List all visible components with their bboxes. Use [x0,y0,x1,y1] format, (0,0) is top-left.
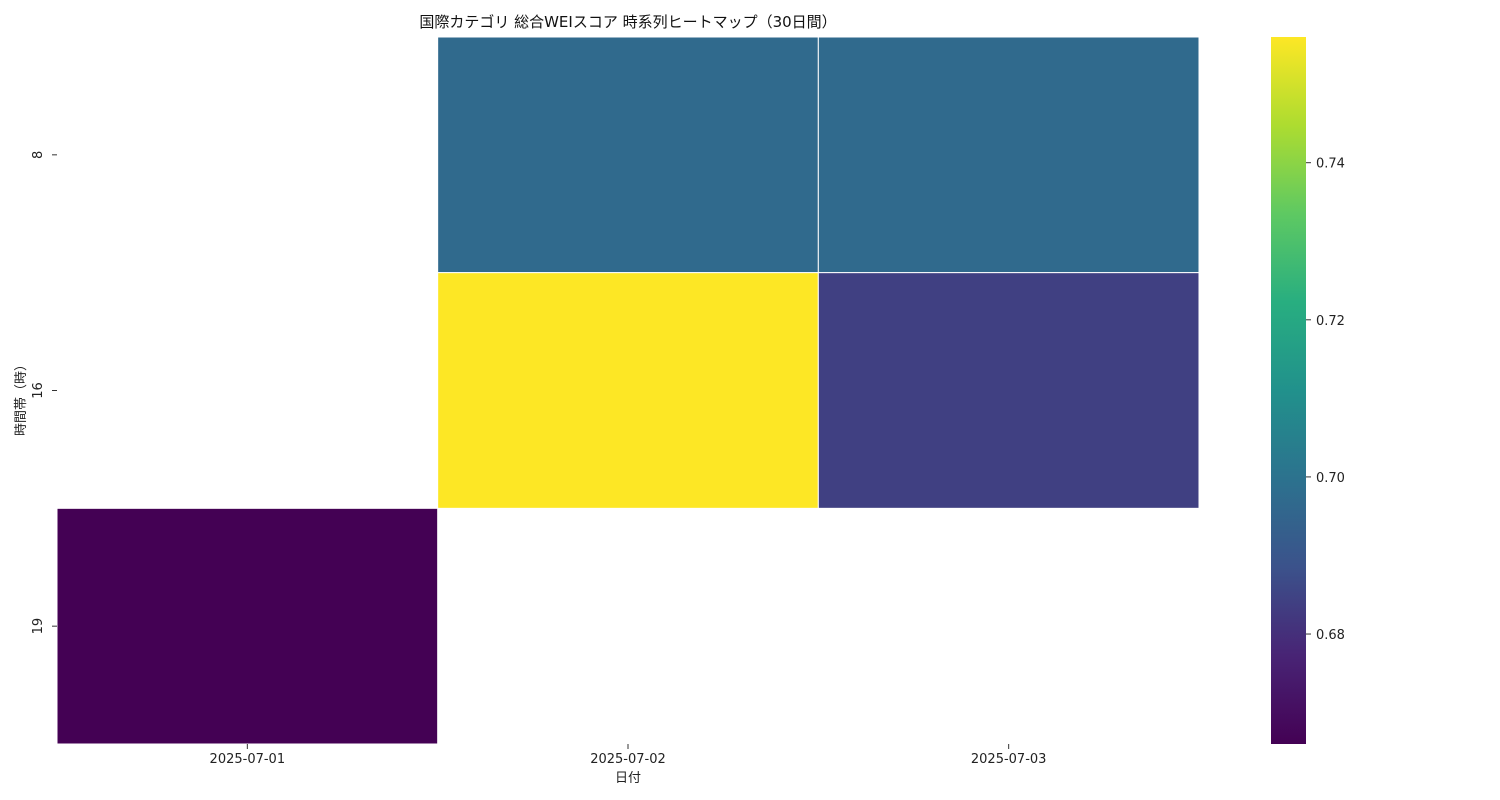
y-axis-ticks: 8 16 19 [31,151,57,635]
x-axis-label: 日付 [615,771,641,786]
y-tick-label: 19 [31,618,46,635]
colorbar [1271,37,1306,744]
heatmap-cell [56,507,439,745]
y-tick-label: 16 [31,382,46,399]
chart-title: 国際カテゴリ 総合WEIスコア 時系列ヒートマップ（30日間） [419,13,836,31]
heatmap-cells [56,36,1200,745]
colorbar-tick-label: 0.68 [1316,628,1345,643]
heatmap-cell [817,36,1200,274]
y-tick-label: 8 [31,151,46,159]
x-axis-ticks: 2025-07-01 2025-07-02 2025-07-03 [210,744,1047,767]
heatmap-cell [437,272,819,509]
y-axis-label: 時間帯（時） [14,358,29,436]
x-tick-label: 2025-07-03 [971,752,1047,767]
x-tick-label: 2025-07-02 [590,752,666,767]
x-tick-label: 2025-07-01 [210,752,286,767]
colorbar-tick-label: 0.72 [1316,314,1345,329]
colorbar-ticks: 0.68 0.70 0.72 0.74 [1306,157,1345,643]
colorbar-tick-label: 0.70 [1316,471,1345,486]
heatmap-cell [817,272,1200,509]
heatmap-cell [437,36,819,274]
colorbar-tick-label: 0.74 [1316,157,1345,172]
